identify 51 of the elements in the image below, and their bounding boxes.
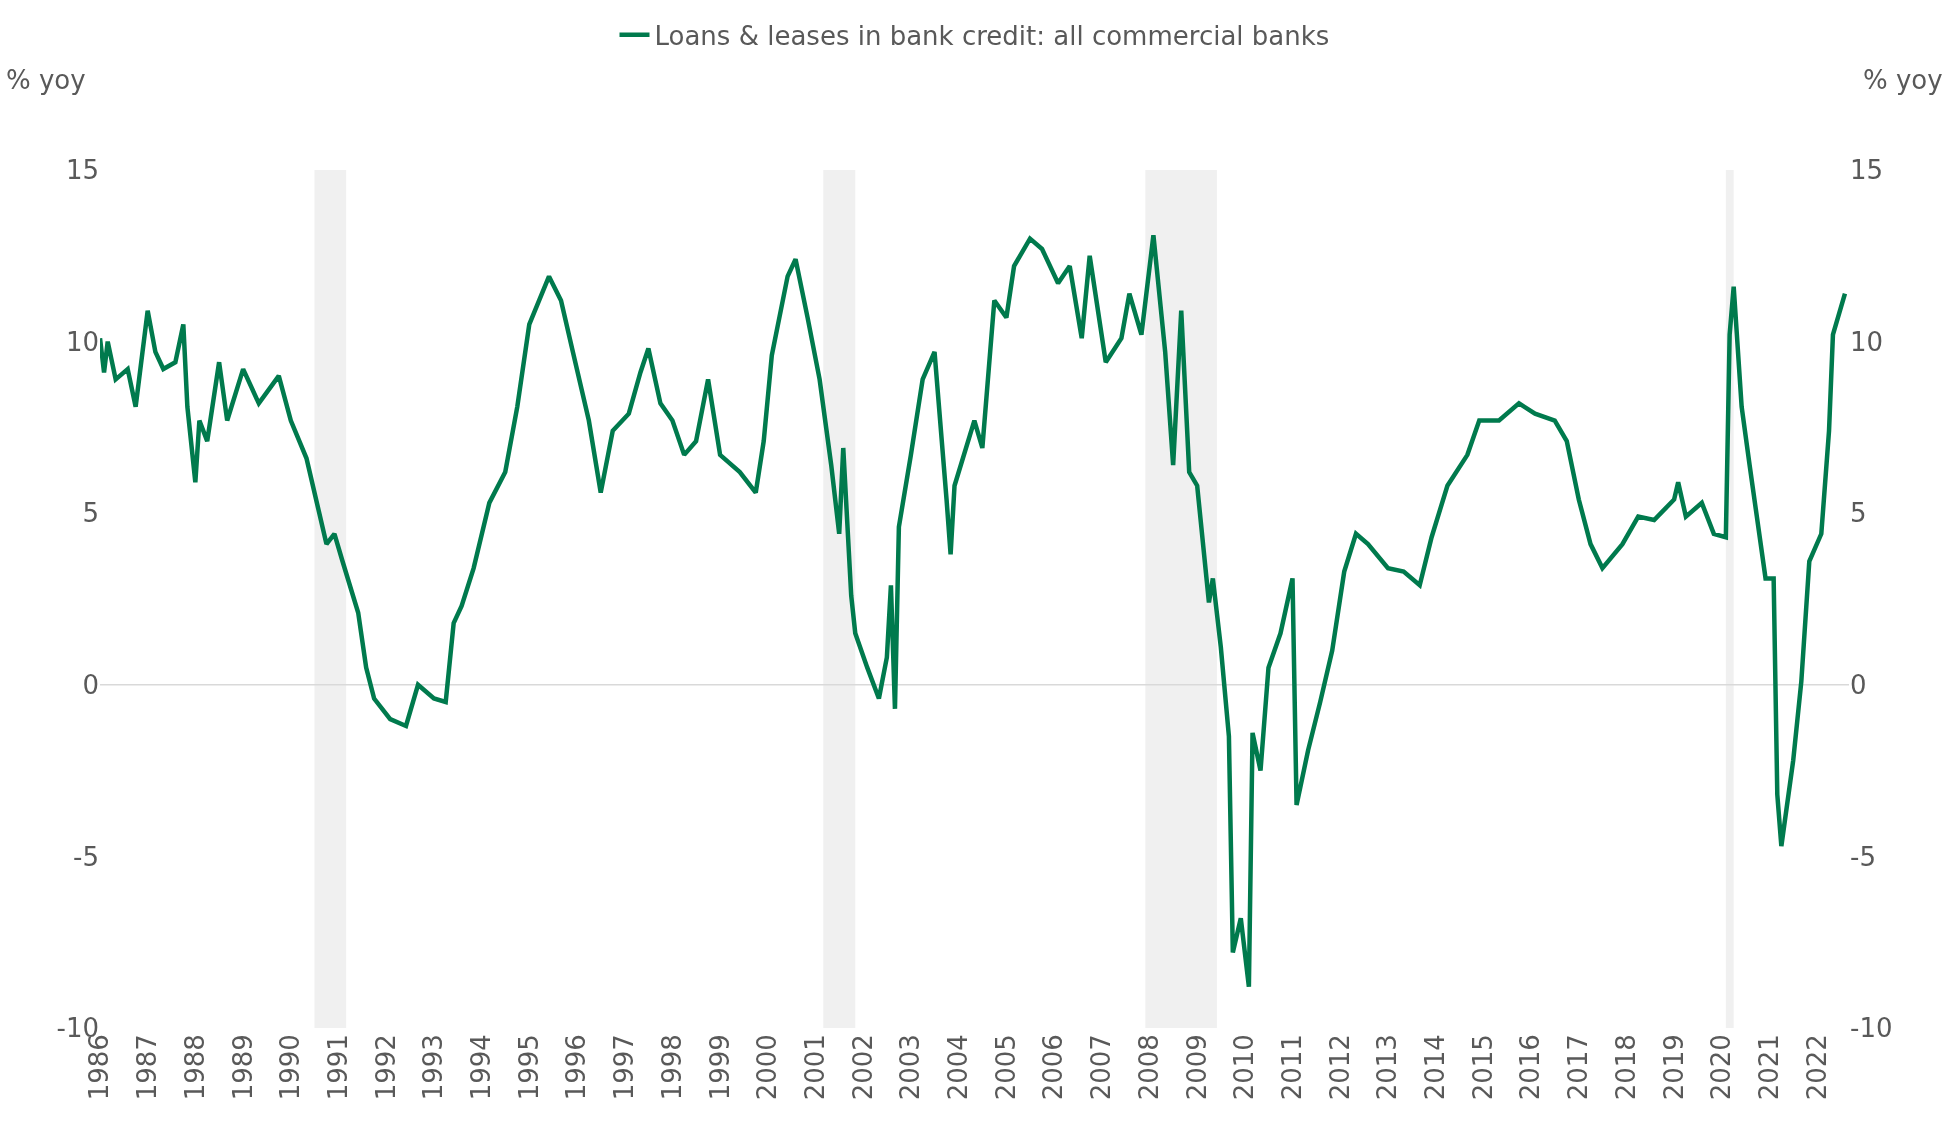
y2-tick-label: 5 xyxy=(1850,498,1867,529)
x-tick-label: 2012 xyxy=(1324,1034,1355,1101)
y-tick-label: -5 xyxy=(73,841,99,872)
x-tick-label: 2015 xyxy=(1467,1034,1498,1101)
x-tick-label: 1996 xyxy=(561,1034,592,1101)
x-tick-label: 2009 xyxy=(1181,1034,1212,1101)
y-axis-title: % yoy xyxy=(6,65,86,95)
x-tick-label: 2005 xyxy=(990,1034,1021,1101)
x-tick-label: 1993 xyxy=(418,1034,449,1101)
x-tick-label: 1992 xyxy=(370,1034,401,1101)
x-tick-label: 2022 xyxy=(1801,1034,1832,1101)
x-tick-label: 1991 xyxy=(322,1034,353,1101)
x-tick-label: 1990 xyxy=(275,1034,306,1101)
y2-tick-label: 10 xyxy=(1850,326,1884,357)
x-tick-label: 1995 xyxy=(513,1034,544,1101)
y2-tick-label: -10 xyxy=(1850,1013,1893,1044)
x-tick-label: 2020 xyxy=(1706,1034,1737,1101)
x-tick-label: 1988 xyxy=(179,1034,210,1101)
x-tick-label: 1998 xyxy=(656,1034,687,1101)
y-tick-label: 0 xyxy=(82,669,99,700)
x-tick-label: 2013 xyxy=(1372,1034,1403,1101)
y2-axis-title: % yoy xyxy=(1863,65,1943,95)
y2-tick-label: -5 xyxy=(1850,841,1876,872)
x-tick-label: 1987 xyxy=(132,1034,163,1101)
y-tick-label: 10 xyxy=(65,326,99,357)
line-series xyxy=(100,232,1848,990)
y2-tick-label: 15 xyxy=(1850,155,1884,186)
x-tick-label: 2019 xyxy=(1658,1034,1689,1101)
x-tick-label: 2002 xyxy=(847,1034,878,1101)
x-tick-label: 2003 xyxy=(895,1034,926,1101)
legend-label: Loans & leases in bank credit: all commercial banks xyxy=(654,21,1330,51)
x-tick-label: 2001 xyxy=(800,1034,831,1101)
x-tick-label: 2004 xyxy=(943,1034,974,1101)
x-tick-label: 2017 xyxy=(1563,1034,1594,1101)
x-tick-label: 2016 xyxy=(1515,1034,1546,1101)
x-tick-label: 2021 xyxy=(1754,1034,1785,1101)
y2-tick-label: 0 xyxy=(1850,669,1867,700)
x-tick-label: 1989 xyxy=(227,1034,258,1101)
x-tick-label: 2011 xyxy=(1276,1034,1307,1101)
y-tick-label: 5 xyxy=(82,498,99,529)
x-tick-label: 2014 xyxy=(1420,1034,1451,1101)
x-tick-label: 1997 xyxy=(609,1034,640,1101)
x-tick-label: 1994 xyxy=(466,1034,497,1101)
x-tick-label: 2007 xyxy=(1086,1034,1117,1101)
x-tick-label: 2018 xyxy=(1610,1034,1641,1101)
x-tick-label: 2000 xyxy=(752,1034,783,1101)
y-tick-label: 15 xyxy=(65,155,99,186)
x-tick-label: 2006 xyxy=(1038,1034,1069,1101)
x-tick-label: 2010 xyxy=(1229,1034,1260,1101)
x-tick-label: 1999 xyxy=(704,1034,735,1101)
x-tick-label: 2008 xyxy=(1133,1034,1164,1101)
